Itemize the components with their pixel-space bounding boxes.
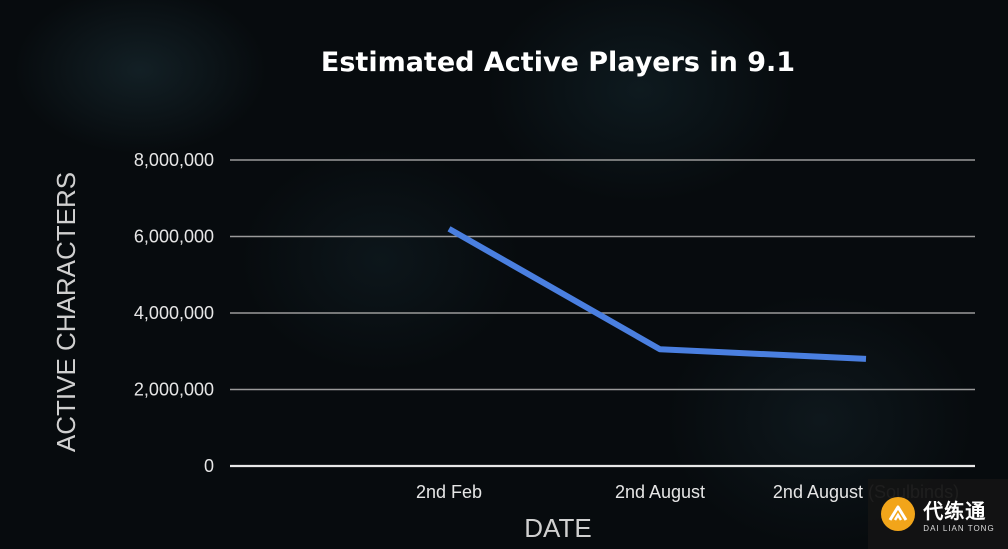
- x-tick-main: 2nd Feb: [416, 482, 482, 502]
- x-tick-label: 2nd August: [615, 482, 705, 502]
- y-tick-label: 8,000,000: [134, 150, 214, 170]
- watermark: 代练通 DAI LIAN TONG: [868, 479, 1008, 549]
- x-tick-main: 2nd August: [773, 482, 863, 502]
- x-tick-label: 2nd Feb: [416, 482, 482, 502]
- chart-title: Estimated Active Players in 9.1: [321, 47, 795, 78]
- watermark-brand-cn: 代练通: [923, 499, 987, 523]
- y-tick-label: 0: [204, 456, 214, 476]
- watermark-brand-en: DAI LIAN TONG: [923, 524, 995, 533]
- y-axis-ticks: 0 2,000,000 4,000,000 6,000,000 8,000,000: [134, 150, 214, 476]
- gridlines: [230, 159, 975, 468]
- y-tick-label: 6,000,000: [134, 227, 214, 247]
- y-tick-label: 2,000,000: [134, 380, 214, 400]
- y-tick-label: 4,000,000: [134, 303, 214, 323]
- x-tick-main: 2nd August: [615, 482, 705, 502]
- watermark-logo-icon: [881, 497, 916, 531]
- series-layer: [447, 226, 867, 362]
- y-axis-label: ACTIVE CHARACTERS: [51, 172, 81, 452]
- x-axis-label: DATE: [524, 513, 591, 543]
- series-line: [447, 226, 867, 362]
